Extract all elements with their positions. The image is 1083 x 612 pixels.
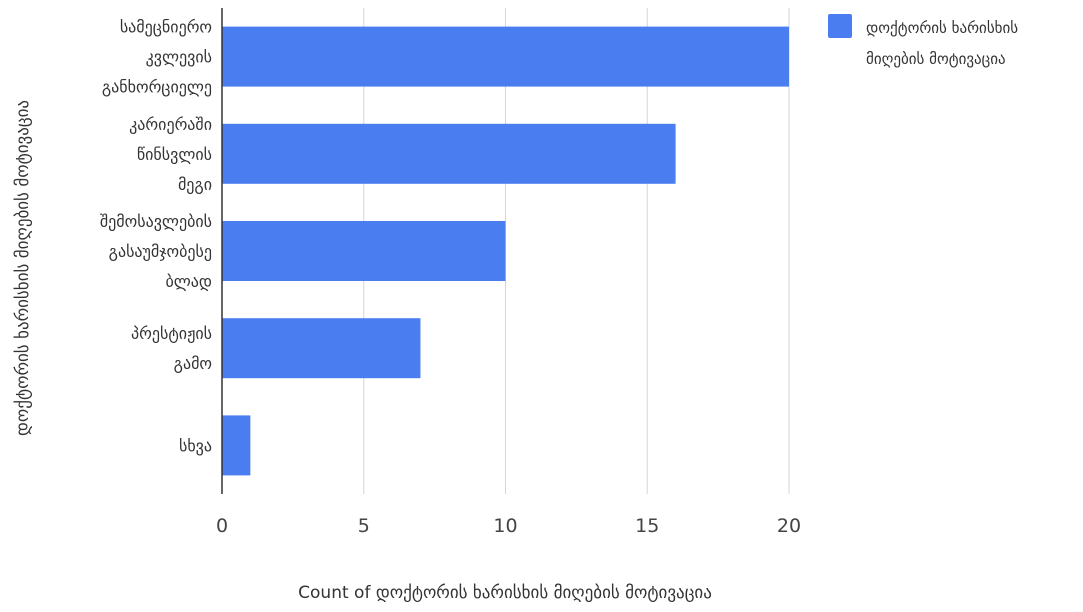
y-tick-label: სხვა: [179, 436, 212, 455]
y-tick-label: ბლად: [165, 272, 212, 291]
y-tick-label: მეგი: [178, 175, 212, 194]
bar: [222, 221, 506, 281]
y-tick-label: გამო: [174, 354, 212, 373]
y-tick-label: კარიერაში: [129, 115, 212, 134]
bar-layer: [222, 26, 789, 476]
x-tick-label: 15: [635, 515, 659, 537]
y-tick-label: გასაუმჯობესე: [109, 242, 212, 261]
x-axis-title: Count of დოქტორის ხარისხის მიღების მოტივ…: [298, 583, 712, 603]
bar: [222, 26, 789, 87]
y-tick-label: სამეცნიერო: [120, 18, 212, 37]
x-tick-label: 20: [777, 515, 801, 537]
legend-label: მიღების მოტივაცია: [866, 50, 1006, 68]
bar: [222, 123, 676, 184]
x-tick-label: 5: [358, 515, 370, 537]
label-layer: 0 5 10 15 20 სამეცნიერო კვლევის განხორციელე კარი…: [100, 18, 801, 537]
y-tick-label: განხორციელე: [102, 78, 212, 97]
x-tick-label: 0: [216, 515, 228, 537]
y-tick-label: წინსვლის: [137, 145, 212, 164]
y-axis-title: დოქტორის ხარისხის მიღების მოტივაცია: [13, 100, 33, 436]
legend-label: დოქტორის ხარისხის: [866, 19, 1018, 37]
y-tick-label: კვლევის: [146, 48, 212, 67]
bar: [222, 415, 251, 476]
y-tick-label: პრესტიჟის: [131, 324, 212, 343]
y-tick-label: შემოსავლების: [100, 212, 212, 231]
legend: დოქტორის ხარისხის მიღების მოტივაცია: [828, 14, 1018, 68]
legend-swatch: [828, 14, 852, 38]
bar: [222, 318, 421, 379]
x-tick-label: 10: [493, 515, 517, 537]
